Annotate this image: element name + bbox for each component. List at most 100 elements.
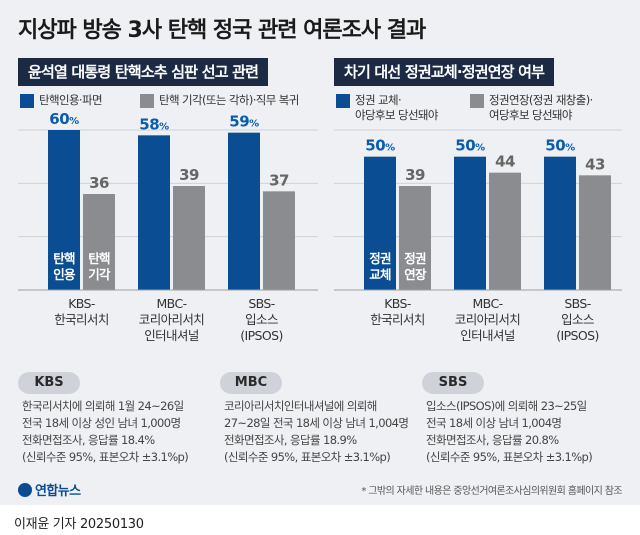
- survey-text-sbs: 입소스(IPSOS)에 의뢰해 23~25일 전국 18세 이상 남녀 1,00…: [426, 399, 593, 464]
- bar-inner-label-line: 정권: [369, 251, 391, 266]
- data-label-unit: %: [565, 143, 575, 154]
- category-label-line: MBC-: [473, 296, 503, 311]
- survey-text-mbc: 코리아리서치인터내셔널에 의뢰해 27~28일 전국 18세 이상 남녀 1,0…: [224, 399, 409, 464]
- survey-tag-sbs: SBS: [422, 372, 484, 394]
- logo-text: 연합뉴스: [35, 484, 81, 499]
- yonhap-logo: 연합뉴스: [18, 480, 81, 499]
- data-label-value: 39: [405, 166, 425, 184]
- data-label: 43: [585, 155, 605, 173]
- data-label-value: 36: [89, 174, 109, 192]
- bar-primary: [544, 156, 576, 290]
- data-label: 36: [89, 174, 109, 192]
- category-label: MBC-코리아리서치 인터내셔널: [139, 296, 204, 343]
- legend-item-change: 정권 교체· 야당후보 당선돼야: [336, 93, 466, 125]
- bar-inner-label-line: 연장: [404, 267, 427, 282]
- data-label-value: 60: [49, 110, 69, 128]
- panel-title-election: 차기 대선 정권교체·정권연장 여부: [334, 58, 555, 86]
- category-label-line: 한국리서치: [54, 312, 109, 327]
- data-label-unit: %: [475, 143, 485, 154]
- data-label: 37: [269, 171, 289, 189]
- category-label-line: 입소스: [245, 312, 278, 327]
- data-label: 60%: [49, 110, 79, 128]
- data-label-value: 43: [585, 155, 605, 173]
- bar-inner-label: 정권 연장: [404, 251, 427, 282]
- bar-inner-label: 탄핵 기각: [88, 251, 111, 282]
- category-label-line: 코리아리서치: [139, 312, 204, 327]
- data-label: 50%: [545, 137, 575, 155]
- bar-secondary: [263, 191, 295, 290]
- legend-swatch-gray: [470, 94, 484, 108]
- survey-text-kbs: 한국리서치에 의뢰해 1월 24~26일 전국 18세 이상 성인 남녀 1,0…: [22, 399, 189, 464]
- data-label: 39: [179, 166, 199, 184]
- data-label-unit: %: [159, 121, 169, 132]
- bar-primary: [228, 132, 260, 290]
- category-label: SBS-입소스 (IPSOS): [556, 296, 599, 343]
- data-label-unit: %: [69, 116, 79, 127]
- legend-swatch-blue: [336, 94, 350, 108]
- category-label: SBS-입소스 (IPSOS): [240, 296, 283, 343]
- data-label-value: 50: [545, 137, 565, 155]
- category-label-line: (IPSOS): [556, 328, 599, 343]
- bar-inner-label-line: 정권: [404, 251, 426, 266]
- data-label: 58%: [139, 115, 169, 133]
- bar-inner-label-line: 인용: [53, 267, 76, 282]
- data-label-unit: %: [385, 143, 395, 154]
- category-label-line: 인터내셔널: [144, 328, 199, 343]
- bar-inner-label-line: 교체: [369, 267, 391, 282]
- bar-secondary: [83, 194, 115, 290]
- data-label-value: 44: [495, 153, 515, 171]
- category-label-line: 입소스: [561, 312, 594, 327]
- panel-title-impeachment: 윤석열 대통령 탄핵소추 심판 선고 관련: [18, 58, 269, 86]
- data-label: 39: [405, 166, 425, 184]
- footnote: * 그밖의 자세한 내용은 중앙선거여론조사심의위원회 홈페이지 참조: [361, 486, 622, 497]
- category-label-line: KBS-: [384, 296, 411, 311]
- bar-secondary: [173, 186, 205, 290]
- bar-inner-label: 탄핵 인용: [53, 251, 76, 282]
- data-label-value: 39: [179, 166, 199, 184]
- category-label-line: MBC-: [157, 296, 187, 311]
- legend-label: 탄핵인용·파면: [39, 93, 103, 107]
- category-label-line: 코리아리서치: [455, 312, 520, 327]
- page-title: 지상파 방송 3사 탄핵 정국 관련 여론조사 결과: [18, 18, 426, 43]
- legend-item-extend: 정권연장(정권 재창출)· 여당후보 당선돼야: [470, 93, 630, 125]
- legend-label: 탄핵 기각(또는 각하)·직무 복귀: [159, 93, 299, 107]
- data-label-value: 59: [229, 113, 249, 131]
- category-label-line: 한국리서치: [370, 312, 425, 327]
- legend-swatch-gray: [140, 94, 154, 108]
- survey-tag-mbc: MBC: [220, 372, 282, 394]
- legend-label: 정권 교체· 야당후보 당선돼야: [355, 93, 439, 122]
- legend-swatch-blue: [20, 94, 34, 108]
- legend-item-uphold: 탄핵인용·파면: [20, 93, 170, 109]
- category-label-line: (IPSOS): [240, 328, 283, 343]
- bar-primary: [364, 156, 396, 290]
- bar-inner-label-line: 탄핵: [88, 251, 110, 266]
- category-label-line: SBS-: [564, 296, 590, 311]
- bar-inner-label-line: 기각: [88, 267, 111, 282]
- bar-secondary: [489, 172, 521, 290]
- data-label: 50%: [455, 137, 485, 155]
- bar-secondary: [579, 175, 611, 290]
- bar-primary: [48, 130, 80, 290]
- legend-label: 정권연장(정권 재창출)· 여당후보 당선돼야: [489, 93, 593, 122]
- bar-inner-label-line: 탄핵: [53, 251, 75, 266]
- data-label-value: 37: [269, 171, 289, 189]
- data-label-value: 50: [455, 137, 475, 155]
- legend-item-dismiss: 탄핵 기각(또는 각하)·직무 복귀: [140, 93, 320, 109]
- infographic-card: 지상파 방송 3사 탄핵 정국 관련 여론조사 결과 윤석열 대통령 탄핵소추 …: [0, 0, 640, 505]
- survey-tag-kbs: KBS: [18, 372, 80, 394]
- category-label: KBS-한국리서치: [370, 296, 425, 327]
- data-label-value: 50: [365, 137, 385, 155]
- category-label: KBS-한국리서치: [54, 296, 109, 327]
- category-label-line: SBS-: [248, 296, 274, 311]
- data-label: 59%: [229, 113, 259, 131]
- data-label-value: 58: [139, 115, 159, 133]
- data-label: 44: [495, 153, 515, 171]
- data-label: 50%: [365, 137, 395, 155]
- credit-line: 이재윤 기자 20250130: [14, 517, 144, 532]
- category-label: MBC-코리아리서치 인터내셔널: [455, 296, 520, 343]
- bar-primary: [138, 135, 170, 290]
- bar-primary: [454, 156, 486, 290]
- category-label-line: 인터내셔널: [460, 328, 515, 343]
- yonhap-logo-icon: [18, 483, 32, 497]
